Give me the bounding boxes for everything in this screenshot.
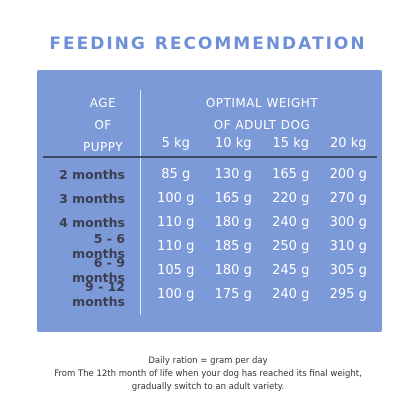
table-cell: 300 g <box>329 214 367 230</box>
footer-line: From The 12th month of life when your do… <box>54 369 362 379</box>
table-cell: 220 g <box>272 190 310 206</box>
row-age: 3 months <box>59 190 125 206</box>
table-cell: 175 g <box>214 286 252 302</box>
row-age: 4 months <box>59 214 125 230</box>
age-header: AGE OF PUPPY <box>73 92 133 158</box>
weight-column-label: 20 kg <box>330 136 367 151</box>
table-row: 2 months 85 g 130 g 165 g 200 g <box>37 162 382 186</box>
table-cell: 310 g <box>329 238 367 254</box>
table-cell: 240 g <box>272 286 310 302</box>
footer-line: gradually switch to an adult variety. <box>131 382 285 392</box>
table-row: 9 - 12 months 100 g 175 g 240 g 295 g <box>37 279 382 309</box>
table-cell: 85 g <box>161 166 191 182</box>
weight-columns: 5 kg 10 kg 15 kg 20 kg <box>147 136 377 154</box>
row-age: 6 - 9 months <box>72 255 125 285</box>
table-cell: 245 g <box>272 262 310 278</box>
weight-header: OPTIMAL WEIGHT OF ADULT DOG <box>147 92 377 136</box>
page-title: FEEDING RECOMMENDATION <box>49 34 367 54</box>
table-cell: 130 g <box>214 166 252 182</box>
table-row: 6 - 9 months 105 g 180 g 245 g 305 g <box>37 255 382 285</box>
age-header-line: AGE <box>89 96 117 110</box>
table-cell: 165 g <box>214 190 252 206</box>
table-cell: 250 g <box>272 238 310 254</box>
table-cell: 165 g <box>272 166 310 182</box>
table-cell: 180 g <box>214 214 252 230</box>
table-cell: 200 g <box>329 166 367 182</box>
column-divider <box>140 90 141 315</box>
weight-header-line: OPTIMAL WEIGHT <box>205 96 319 110</box>
table-cell: 105 g <box>157 262 195 278</box>
row-age: 2 months <box>59 166 125 182</box>
row-age: 9 - 12 months <box>72 279 125 309</box>
table-row: 5 - 6 months 110 g 185 g 250 g 310 g <box>37 231 382 261</box>
table-cell: 240 g <box>272 214 310 230</box>
weight-column-label: 10 kg <box>215 136 252 151</box>
table-cell: 110 g <box>157 214 195 230</box>
table-cell: 100 g <box>157 286 195 302</box>
table-cell: 270 g <box>329 190 367 206</box>
table-row: 4 months 110 g 180 g 240 g 300 g <box>37 210 382 234</box>
footer-note: Daily ration = gram per day From The 12t… <box>0 355 416 394</box>
header-divider <box>43 156 377 158</box>
age-header-line: OF <box>94 118 112 132</box>
footer-line: Daily ration = gram per day <box>148 356 268 366</box>
age-header-line: PUPPY <box>82 140 124 154</box>
weight-column-label: 5 kg <box>161 136 190 151</box>
table-cell: 110 g <box>157 238 195 254</box>
table-row: 3 months 100 g 165 g 220 g 270 g <box>37 186 382 210</box>
table-cell: 180 g <box>214 262 252 278</box>
row-age: 5 - 6 months <box>72 231 125 261</box>
table-cell: 305 g <box>329 262 367 278</box>
table-cell: 295 g <box>329 286 367 302</box>
feeding-table: AGE OF PUPPY OPTIMAL WEIGHT OF ADULT DOG… <box>37 70 382 332</box>
weight-header-line: OF ADULT DOG <box>213 118 311 132</box>
table-cell: 185 g <box>214 238 252 254</box>
weight-column-label: 15 kg <box>272 136 309 151</box>
table-cell: 100 g <box>157 190 195 206</box>
